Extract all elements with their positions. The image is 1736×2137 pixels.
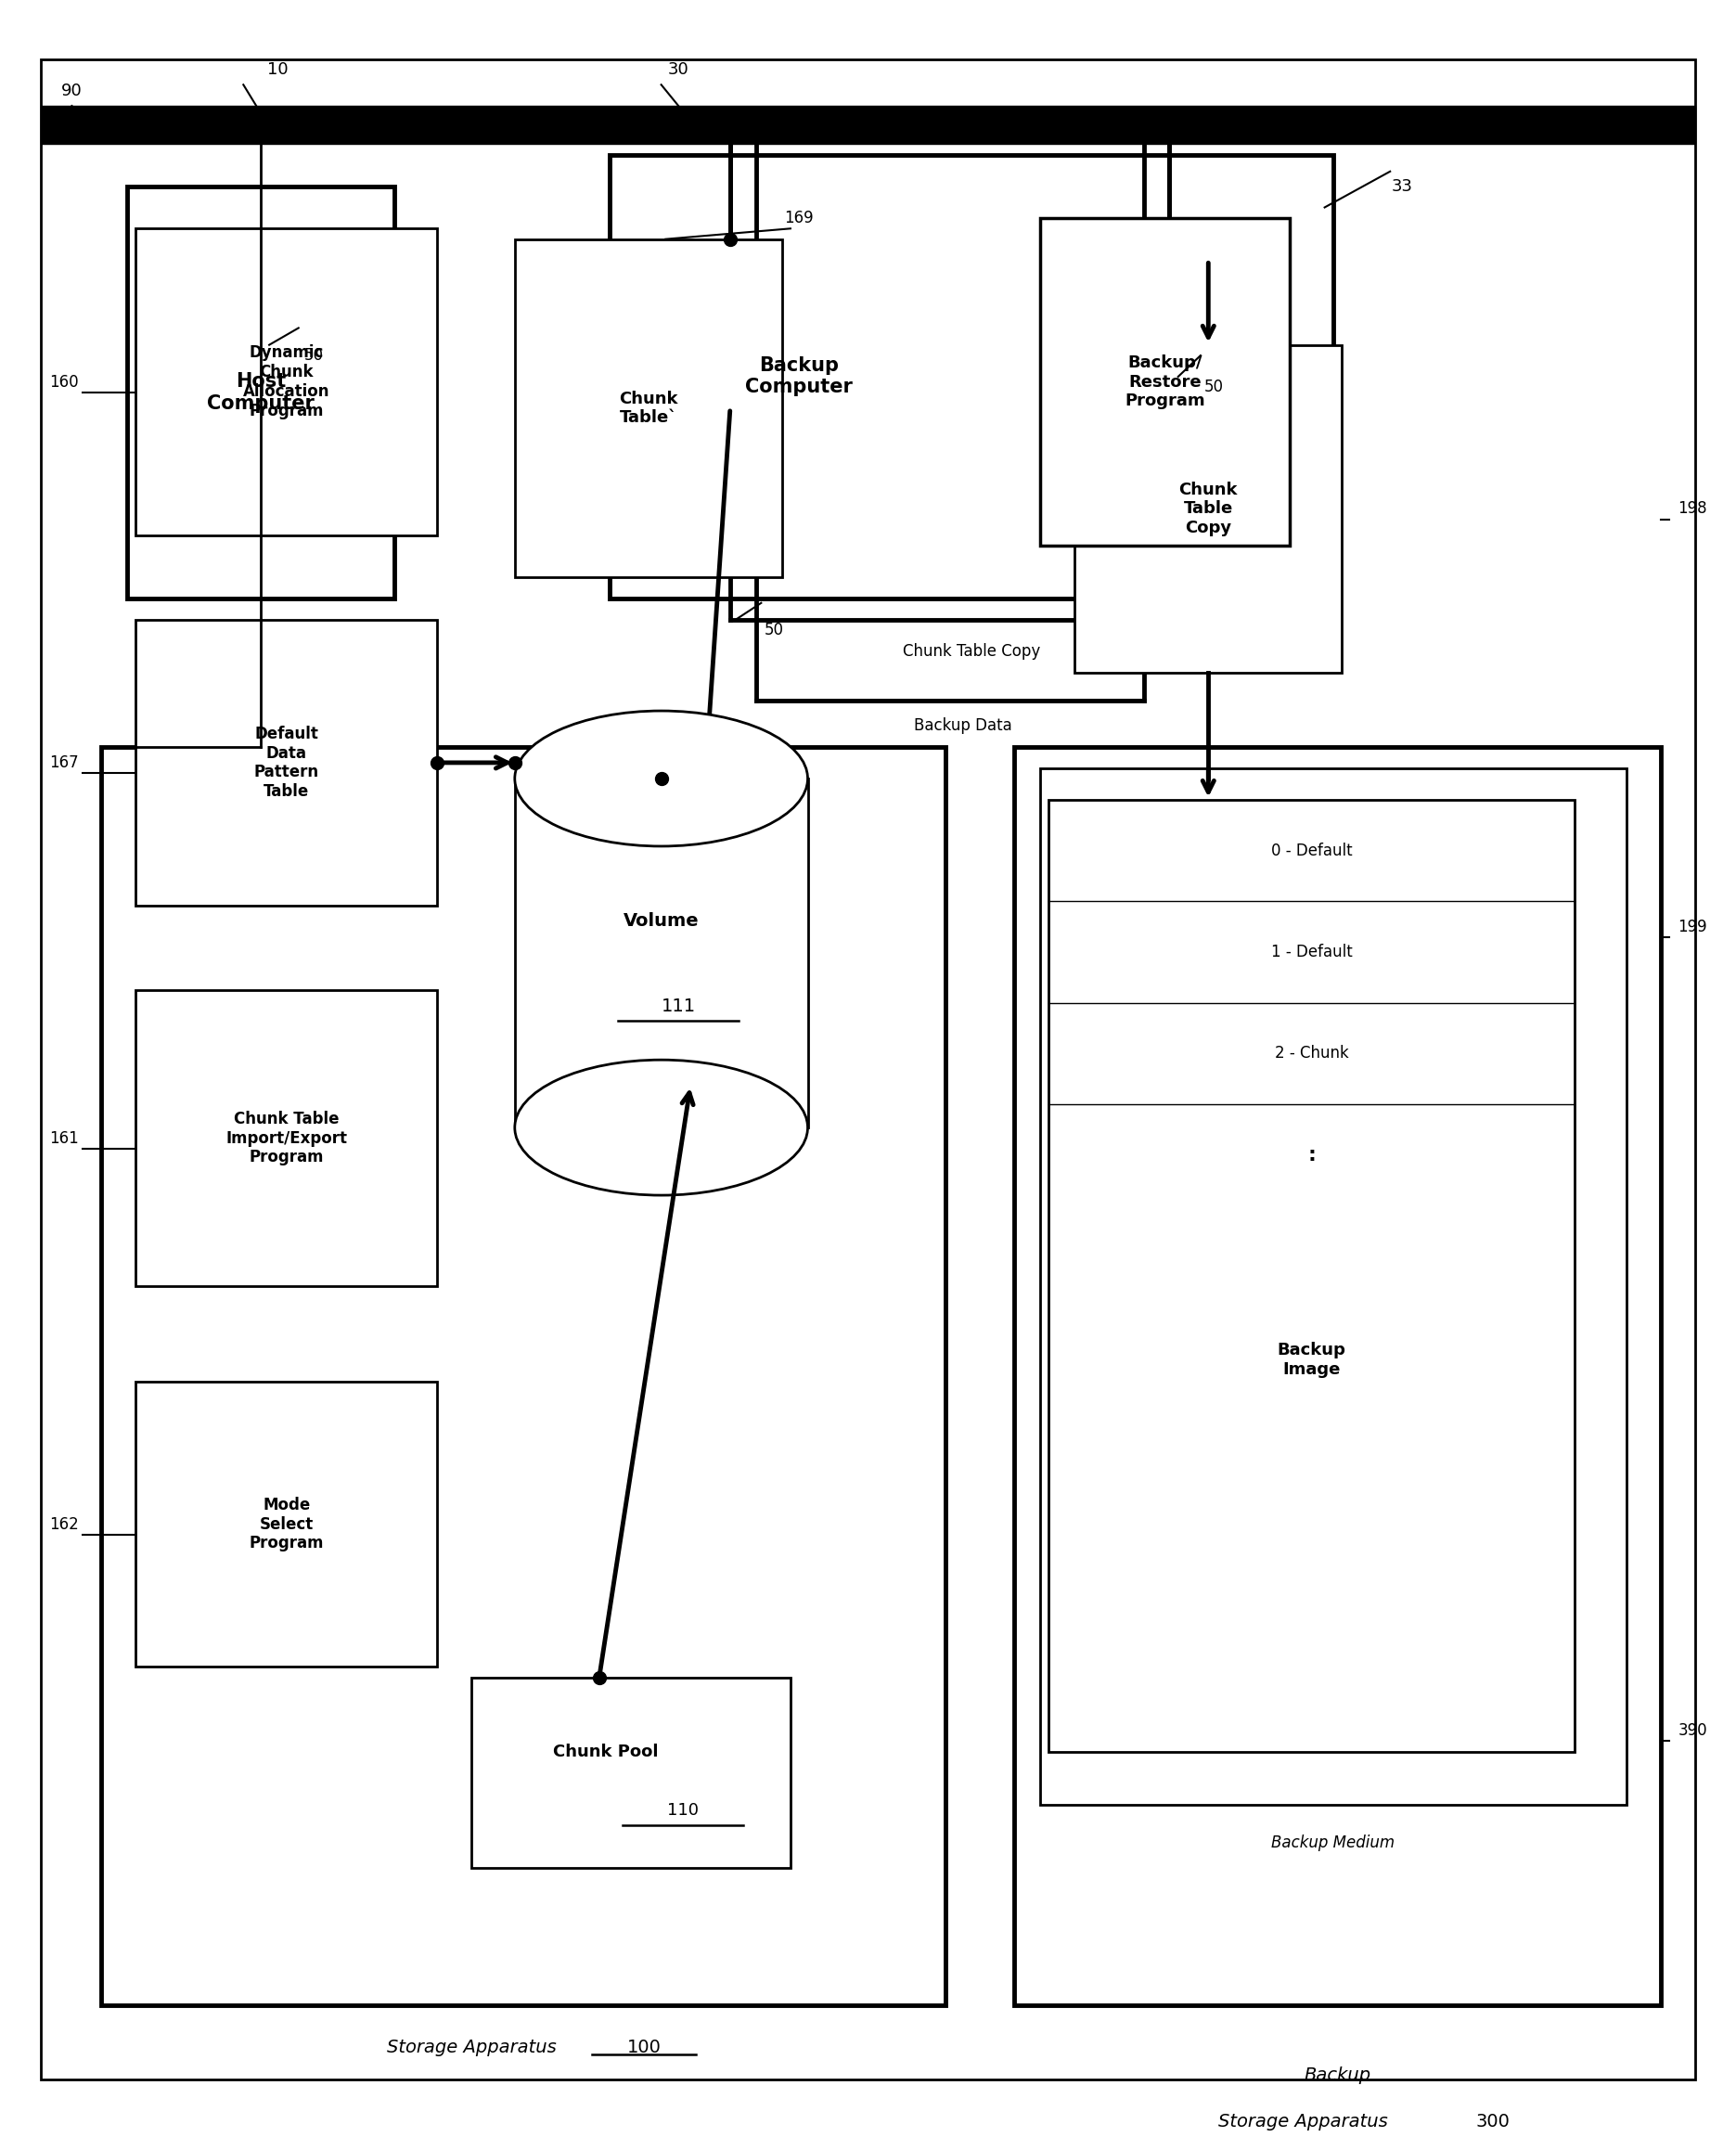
Text: :: :: [1307, 1145, 1316, 1165]
Text: 33: 33: [1392, 177, 1413, 194]
Bar: [127, 186, 394, 598]
Text: Backup
Image: Backup Image: [1278, 1342, 1345, 1378]
Text: Volume: Volume: [623, 912, 700, 930]
Bar: [101, 746, 946, 2005]
Text: Dynamic
Chunk
Allocation
Program: Dynamic Chunk Allocation Program: [243, 344, 330, 419]
Bar: [1040, 767, 1627, 1804]
Ellipse shape: [516, 712, 807, 846]
Text: 10: 10: [267, 62, 288, 79]
Text: Chunk
Table
Copy: Chunk Table Copy: [1179, 481, 1238, 536]
Text: Backup Medium: Backup Medium: [1271, 1834, 1396, 1851]
Bar: [135, 229, 437, 534]
Text: Storage Apparatus: Storage Apparatus: [387, 2039, 557, 2056]
Text: 198: 198: [1679, 500, 1706, 517]
Text: Chunk
Table`: Chunk Table`: [618, 391, 677, 427]
Text: Chunk Table Copy: Chunk Table Copy: [903, 643, 1040, 660]
Text: 169: 169: [785, 209, 814, 227]
Text: 162: 162: [49, 1515, 78, 1532]
Text: 90: 90: [61, 83, 83, 100]
Bar: [42, 107, 1694, 143]
Ellipse shape: [516, 1060, 807, 1195]
Text: Backup
Computer: Backup Computer: [745, 357, 852, 397]
Text: 199: 199: [1679, 919, 1706, 936]
Text: 0 - Default: 0 - Default: [1271, 842, 1352, 859]
Text: 300: 300: [1476, 2113, 1510, 2131]
Text: Host
Computer: Host Computer: [207, 372, 314, 412]
Bar: [135, 989, 437, 1286]
Text: Storage Apparatus: Storage Apparatus: [1219, 2113, 1387, 2131]
Text: 50: 50: [764, 622, 785, 639]
Text: 390: 390: [1679, 1722, 1706, 1740]
Text: Chunk Pool: Chunk Pool: [552, 1744, 658, 1761]
Text: 50: 50: [1205, 378, 1224, 395]
Text: Backup Data: Backup Data: [913, 718, 1012, 733]
Bar: [609, 154, 1333, 598]
Bar: [1049, 799, 1575, 1752]
Text: Default
Data
Pattern
Table: Default Data Pattern Table: [253, 724, 319, 799]
Text: 161: 161: [49, 1130, 78, 1145]
Text: 1 - Default: 1 - Default: [1271, 945, 1352, 960]
Bar: [472, 1678, 790, 1868]
Bar: [1040, 218, 1290, 545]
Text: Chunk Table
Import/Export
Program: Chunk Table Import/Export Program: [226, 1111, 347, 1167]
Text: Mode
Select
Program: Mode Select Program: [248, 1496, 325, 1551]
Text: 50: 50: [304, 346, 323, 363]
Bar: [516, 778, 807, 1128]
Text: 2 - Chunk: 2 - Chunk: [1274, 1045, 1349, 1062]
Bar: [135, 1381, 437, 1667]
Bar: [135, 620, 437, 906]
Text: 160: 160: [49, 374, 78, 391]
Text: Backup/
Restore
Program: Backup/ Restore Program: [1125, 355, 1205, 410]
Text: 100: 100: [627, 2039, 661, 2056]
Bar: [516, 239, 781, 577]
Text: 30: 30: [668, 62, 689, 79]
Text: Backup: Backup: [1304, 2066, 1371, 2084]
Text: 167: 167: [49, 754, 78, 771]
Bar: [1075, 344, 1342, 673]
Text: 110: 110: [667, 1801, 698, 1819]
Bar: [1014, 746, 1661, 2005]
Text: 111: 111: [661, 998, 696, 1015]
